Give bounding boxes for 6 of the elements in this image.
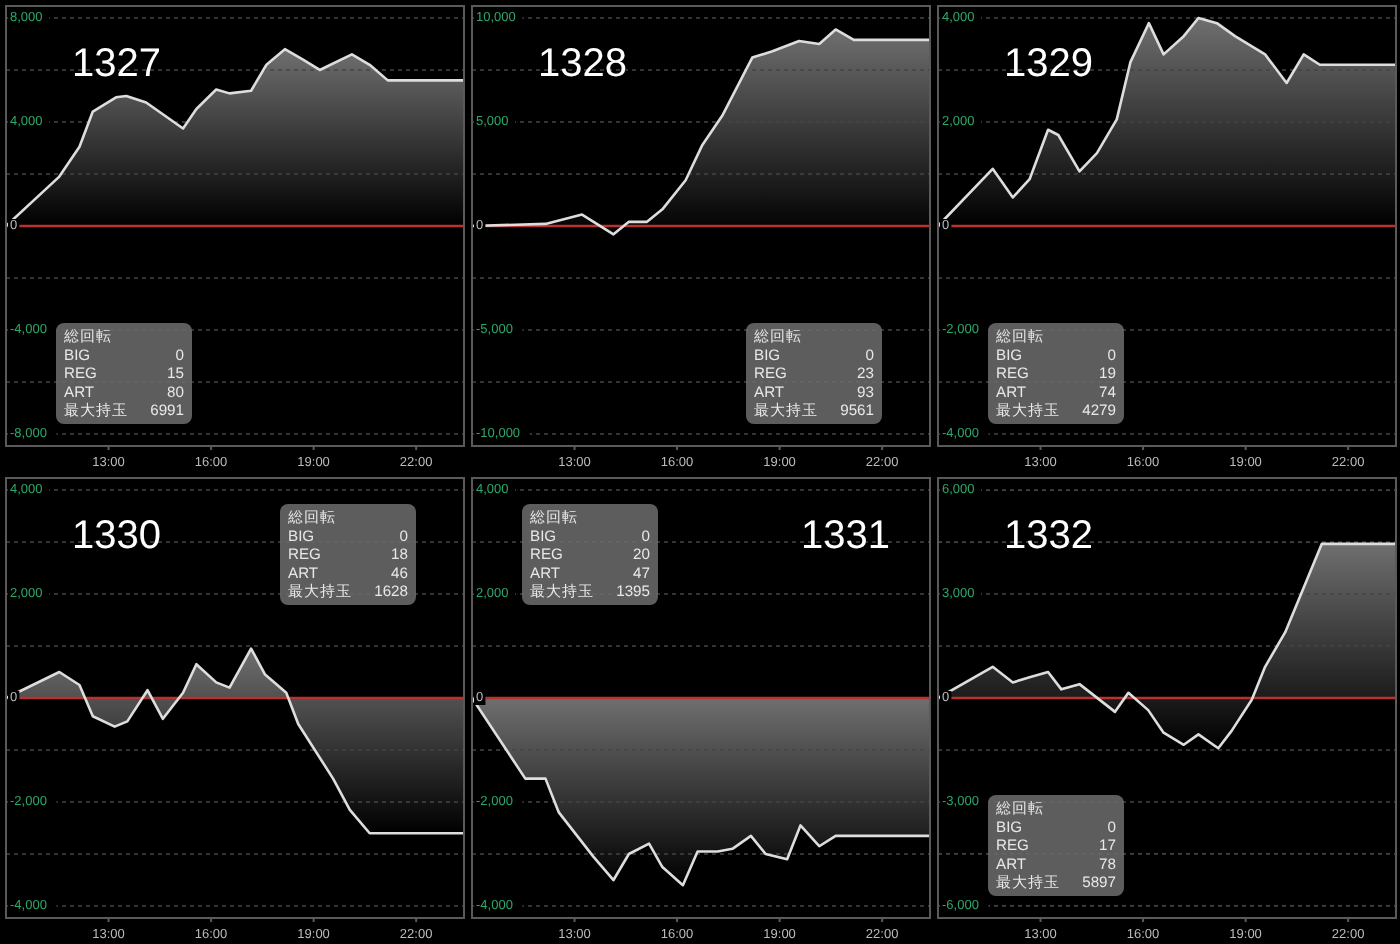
- text: 1328: [538, 42, 627, 86]
- text: 1329: [1004, 42, 1093, 86]
- text: 1331: [801, 514, 890, 558]
- text: 1332: [1004, 514, 1093, 558]
- text: 1330: [72, 514, 161, 558]
- text: 1327: [72, 42, 161, 86]
